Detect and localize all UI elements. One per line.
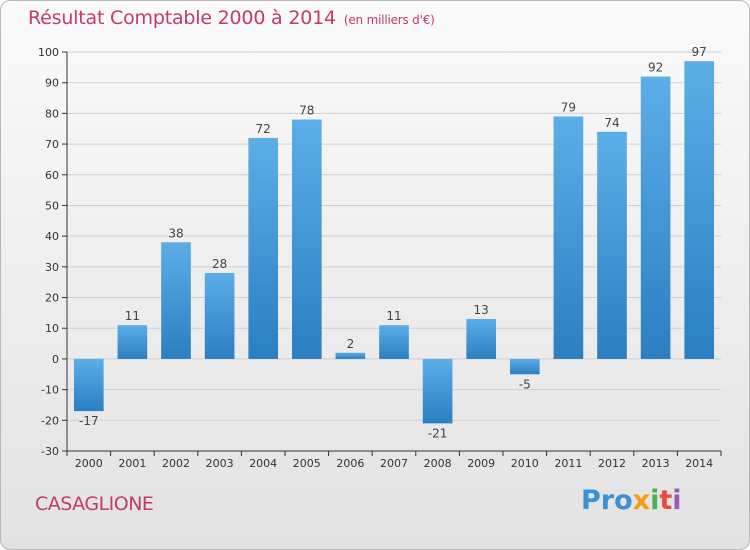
bar: [248, 137, 279, 359]
bar: [204, 272, 235, 359]
bar: [597, 131, 627, 359]
y-tick-label: 0: [52, 353, 59, 366]
x-tick-label: 2006: [336, 457, 364, 470]
y-tick-label: 80: [45, 107, 59, 120]
y-tick-label: 40: [45, 230, 59, 243]
bar: [73, 358, 104, 412]
logo-part-2: x: [632, 485, 651, 516]
x-tick-label: 2014: [685, 457, 713, 470]
x-tick-label: 2011: [554, 457, 582, 470]
data-label: -5: [519, 377, 531, 391]
x-tick-label: 2009: [467, 457, 495, 470]
x-tick-label: 2003: [206, 457, 234, 470]
bar: [684, 61, 715, 359]
data-label: -21: [428, 426, 448, 440]
chart-title-text: Résultat Comptable 2000 à 2014: [28, 7, 336, 29]
bar: [466, 319, 497, 359]
y-tick-label: 100: [38, 46, 59, 59]
y-tick-label: 50: [45, 199, 59, 212]
bar: [117, 325, 148, 359]
x-tick-label: 2012: [598, 457, 626, 470]
bar: [335, 352, 366, 359]
x-tick-label: 2002: [162, 457, 190, 470]
y-tick-label: 20: [45, 292, 59, 305]
bar: [640, 76, 671, 359]
logo-part-1: Pro: [581, 485, 633, 516]
data-label: 11: [386, 309, 401, 323]
chart-unit: (en milliers d'€): [343, 13, 435, 27]
data-label: -17: [79, 414, 99, 428]
data-label: 72: [256, 122, 271, 136]
proxiti-logo: Proxiti: [581, 485, 682, 516]
x-tick-label: 2004: [249, 457, 277, 470]
logo-part-5: i: [672, 485, 682, 516]
data-label: 13: [474, 303, 489, 317]
y-tick-label: 30: [45, 261, 59, 274]
y-tick-label: -30: [41, 445, 59, 458]
data-label: 78: [299, 104, 314, 118]
bar: [291, 119, 322, 359]
bar: [379, 325, 409, 359]
y-tick-label: -20: [41, 414, 59, 427]
x-tick-label: 2013: [642, 457, 670, 470]
data-label: 11: [125, 309, 140, 323]
data-label: 38: [168, 226, 183, 240]
data-label: 28: [212, 257, 227, 271]
x-tick-label: 2008: [424, 457, 452, 470]
y-tick-label: 90: [45, 77, 59, 90]
x-tick-label: 2005: [293, 457, 321, 470]
commune-name: CASAGLIONE: [35, 493, 154, 515]
x-tick-label: 2010: [511, 457, 539, 470]
y-tick-label: -10: [41, 384, 59, 397]
y-tick-label: 60: [45, 169, 59, 182]
x-tick-label: 2001: [118, 457, 146, 470]
data-label: 97: [692, 45, 707, 59]
y-tick-label: 10: [45, 322, 59, 335]
data-label: 74: [604, 116, 619, 130]
x-tick-label: 2007: [380, 457, 408, 470]
data-label: 79: [561, 100, 576, 114]
bar: [553, 116, 584, 359]
bar: [161, 242, 191, 359]
data-label: 92: [648, 61, 663, 75]
chart-title: Résultat Comptable 2000 à 2014 (en millie…: [28, 7, 435, 29]
y-tick-label: 70: [45, 138, 59, 151]
bar: [509, 358, 540, 375]
logo-part-3: i: [650, 485, 660, 516]
bar: [422, 358, 453, 424]
logo-part-4: t: [659, 485, 673, 516]
x-tick-label: 2000: [75, 457, 103, 470]
data-label: 2: [347, 337, 355, 351]
